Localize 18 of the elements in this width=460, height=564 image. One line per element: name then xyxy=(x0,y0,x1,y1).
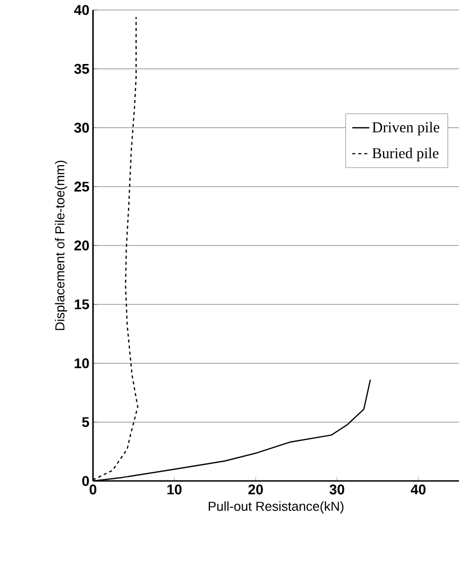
y-tick-label: 35 xyxy=(74,64,90,74)
legend-label: Buried pile xyxy=(372,148,438,162)
x-tick-label: 30 xyxy=(330,484,344,494)
y-tick-label: 30 xyxy=(74,122,89,133)
y-tick-label: 5 xyxy=(82,417,90,428)
y-axis-title: Displacement of Pile-toe(mm) xyxy=(54,160,68,330)
x-tick-label: 40 xyxy=(410,484,426,494)
y-tick-label: 10 xyxy=(74,358,89,368)
x-tick-label: 0 xyxy=(90,484,96,494)
y-tick-label: 25 xyxy=(74,182,90,192)
y-tick-label: 20 xyxy=(74,240,89,250)
legend-label: Driven pile xyxy=(372,122,440,136)
y-tick-label: 40 xyxy=(74,5,89,15)
y-tick-label: 15 xyxy=(74,299,90,310)
x-tick-label: 10 xyxy=(167,484,182,494)
x-axis-title: Pull-out Resistance(kN) xyxy=(208,501,344,514)
y-tick-label: 0 xyxy=(82,476,89,486)
x-tick-label: 20 xyxy=(248,484,263,494)
